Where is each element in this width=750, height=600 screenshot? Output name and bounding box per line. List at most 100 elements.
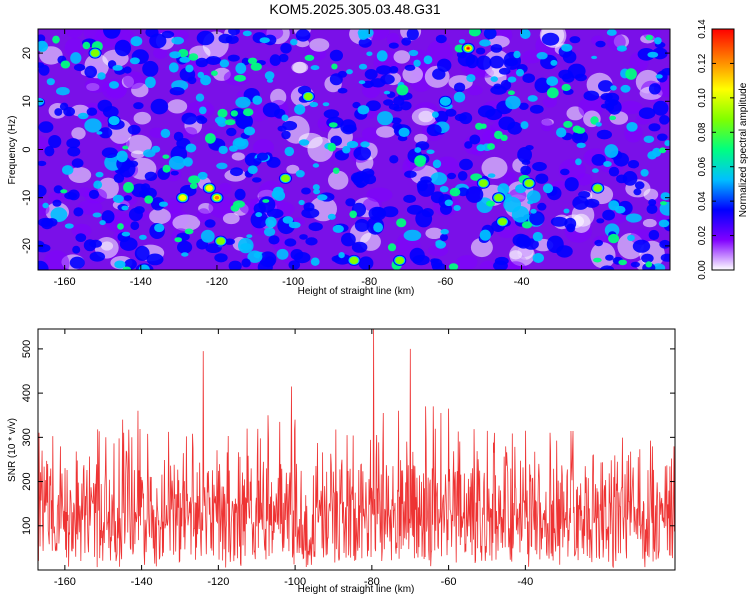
heatmap-cell bbox=[75, 233, 87, 243]
heatmap-cell bbox=[513, 50, 521, 59]
heatmap-cell bbox=[199, 106, 207, 115]
heatmap-cell bbox=[470, 237, 493, 258]
heatmap-cell bbox=[218, 182, 232, 195]
heatmap-cell bbox=[266, 208, 284, 219]
heatmap-cell bbox=[89, 251, 106, 262]
heatmap-cell bbox=[78, 187, 91, 197]
heatmap-cell bbox=[228, 145, 238, 152]
heatmap-cell bbox=[526, 190, 541, 204]
heatmap-cell bbox=[393, 50, 411, 64]
heatmap-cell bbox=[618, 259, 627, 266]
heatmap-cell bbox=[515, 68, 525, 77]
colorbar-ticks: 0.00 0.02 0.04 0.06 0.08 0.10 0.12 0.14 bbox=[697, 19, 734, 280]
heatmap-cell bbox=[627, 160, 640, 169]
heatmap-hotspot bbox=[179, 194, 187, 201]
heatmap-cell bbox=[643, 188, 659, 201]
heatmap-cell bbox=[645, 261, 653, 268]
heatmap-cell bbox=[434, 156, 460, 177]
heatmap-cell bbox=[63, 106, 75, 117]
heatmap-cell bbox=[465, 54, 479, 69]
heatmap-cell bbox=[341, 232, 356, 247]
heatmap-cell bbox=[507, 76, 517, 83]
heatmap-cell bbox=[299, 234, 308, 240]
heatmap-cell bbox=[205, 133, 216, 144]
heatmap-cell bbox=[294, 104, 306, 115]
heatmap-y-tick-label: -10 bbox=[21, 190, 33, 206]
heatmap-cell bbox=[561, 43, 573, 52]
snr-panel: -160 -140 -120 -100 -80 -60 -40 100 200 300 400 50… bbox=[7, 328, 676, 595]
heatmap-cell bbox=[332, 224, 344, 233]
heatmap-cell bbox=[286, 164, 300, 174]
heatmap-cell bbox=[571, 130, 589, 144]
heatmap-cell bbox=[116, 150, 128, 163]
heatmap-cell bbox=[609, 115, 617, 121]
heatmap-cell bbox=[483, 29, 497, 40]
heatmap-cell bbox=[117, 223, 124, 230]
heatmap-cell bbox=[234, 139, 246, 147]
heatmap-cell bbox=[309, 38, 330, 52]
heatmap-cell bbox=[659, 115, 670, 125]
heatmap-cell bbox=[458, 39, 466, 44]
heatmap-cell bbox=[338, 252, 345, 259]
heatmap-cell bbox=[56, 87, 70, 96]
heatmap-cell bbox=[276, 248, 289, 260]
heatmap-cell bbox=[313, 189, 321, 195]
heatmap-cell bbox=[633, 188, 642, 196]
heatmap-cell bbox=[160, 128, 171, 138]
heatmap-x-axis-label: Height of straight line (km) bbox=[298, 286, 415, 297]
heatmap-cell bbox=[430, 172, 447, 186]
heatmap-cell bbox=[231, 152, 245, 161]
heatmap-cell bbox=[123, 195, 132, 201]
heatmap-cell bbox=[301, 208, 320, 219]
heatmap-hotspot bbox=[498, 218, 507, 226]
heatmap-cell bbox=[475, 122, 483, 130]
heatmap-cell bbox=[123, 71, 145, 89]
heatmap-cell bbox=[93, 180, 103, 189]
heatmap-cell bbox=[134, 245, 150, 261]
heatmap-cell bbox=[507, 121, 523, 135]
heatmap-cell bbox=[610, 85, 617, 91]
heatmap-cell bbox=[145, 76, 156, 89]
heatmap-cell bbox=[659, 201, 670, 216]
heatmap-cell bbox=[487, 143, 495, 150]
heatmap-cell bbox=[481, 156, 508, 179]
heatmap-cell bbox=[423, 55, 433, 65]
heatmap-cell bbox=[342, 124, 357, 133]
heatmap-cell bbox=[298, 139, 310, 146]
heatmap-cell bbox=[594, 239, 603, 247]
snr-x-tick-label: -80 bbox=[364, 576, 380, 588]
heatmap-cell bbox=[412, 254, 430, 266]
heatmap-cell bbox=[536, 52, 548, 60]
heatmap-cell bbox=[195, 57, 209, 68]
heatmap-cell bbox=[84, 118, 102, 133]
heatmap-cell bbox=[310, 65, 320, 71]
heatmap-cell bbox=[273, 190, 286, 202]
heatmap-cell bbox=[123, 181, 134, 193]
heatmap-cell bbox=[70, 52, 82, 64]
heatmap-cell bbox=[389, 66, 399, 74]
heatmap-cell bbox=[282, 120, 298, 131]
heatmap-cell bbox=[620, 84, 631, 93]
heatmap-cell bbox=[310, 257, 320, 266]
heatmap-cell bbox=[159, 201, 168, 207]
heatmap-cell bbox=[562, 50, 577, 64]
heatmap-cell bbox=[169, 51, 181, 59]
heatmap-cell bbox=[605, 103, 615, 111]
heatmap-cell bbox=[529, 211, 545, 226]
heatmap-cell bbox=[184, 228, 194, 235]
heatmap-cell bbox=[73, 63, 86, 72]
heatmap-cell bbox=[317, 194, 328, 201]
heatmap-cell bbox=[246, 234, 253, 239]
colorbar-tick-label: 0.14 bbox=[697, 19, 708, 39]
heatmap-cell bbox=[657, 133, 668, 141]
heatmap-cell bbox=[377, 111, 393, 126]
heatmap-cell bbox=[454, 82, 466, 93]
colorbar-gradient bbox=[711, 28, 735, 271]
heatmap-cell bbox=[640, 169, 649, 177]
heatmap-cell bbox=[73, 207, 84, 217]
heatmap-cell bbox=[145, 29, 159, 38]
heatmap-cell bbox=[284, 238, 297, 247]
heatmap-cell bbox=[398, 127, 410, 137]
heatmap-cell bbox=[363, 174, 377, 185]
heatmap-cell bbox=[475, 47, 486, 55]
